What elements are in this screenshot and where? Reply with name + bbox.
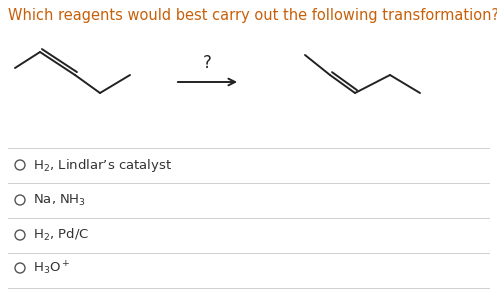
Text: H$_2$, Lindlar’s catalyst: H$_2$, Lindlar’s catalyst — [33, 157, 172, 173]
Text: H$_3$O$^+$: H$_3$O$^+$ — [33, 259, 71, 277]
Text: ?: ? — [203, 54, 212, 72]
Text: Na, NH$_3$: Na, NH$_3$ — [33, 193, 86, 208]
Text: Which reagents would best carry out the following transformation?: Which reagents would best carry out the … — [8, 8, 497, 23]
Text: H$_2$, Pd/C: H$_2$, Pd/C — [33, 227, 89, 243]
